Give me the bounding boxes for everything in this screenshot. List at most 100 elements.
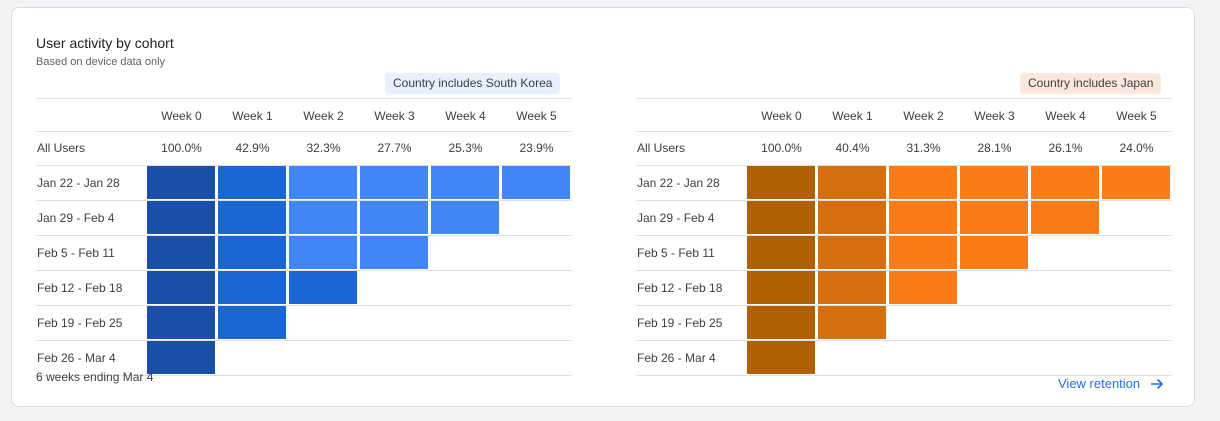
- heatmap-cell[interactable]: [147, 271, 215, 304]
- heatmap-cell[interactable]: [147, 236, 215, 269]
- heatmap-cell[interactable]: [747, 236, 815, 269]
- view-retention-label: View retention: [1058, 376, 1141, 391]
- heatmap-cell[interactable]: [289, 236, 357, 269]
- heatmap-cell[interactable]: [360, 236, 428, 269]
- all-users-percent: 26.1%: [1048, 141, 1083, 155]
- week-header: Week 5: [516, 109, 557, 123]
- heatmap-cell[interactable]: [218, 271, 286, 304]
- cohort-row-label: Feb 26 - Mar 4: [637, 351, 716, 365]
- week-header: Week 5: [1116, 109, 1157, 123]
- heatmap-cell[interactable]: [289, 166, 357, 199]
- heatmap-cell[interactable]: [147, 341, 215, 374]
- all-users-percent: 100.0%: [161, 141, 202, 155]
- table-divider: [36, 165, 572, 166]
- heatmap-cell[interactable]: [289, 201, 357, 234]
- date-range-footnote: 6 weeks ending Mar 4: [36, 370, 154, 384]
- heatmap-cell[interactable]: [1031, 201, 1099, 234]
- heatmap-cell[interactable]: [147, 306, 215, 339]
- heatmap-cell[interactable]: [747, 166, 815, 199]
- table-divider: [36, 200, 572, 201]
- week-header: Week 0: [161, 109, 202, 123]
- all-users-percent: 25.3%: [448, 141, 483, 155]
- cohort-row-label: Jan 29 - Feb 4: [37, 211, 115, 225]
- heatmap-cell[interactable]: [889, 271, 957, 304]
- heatmap-cell[interactable]: [889, 201, 957, 234]
- cohort-row-label: Feb 12 - Feb 18: [37, 281, 123, 295]
- heatmap-cell[interactable]: [818, 306, 886, 339]
- heatmap-cell[interactable]: [889, 166, 957, 199]
- heatmap-cell[interactable]: [218, 306, 286, 339]
- all-users-percent: 27.7%: [377, 141, 412, 155]
- heatmap-cell[interactable]: [502, 166, 570, 199]
- heatmap-cell[interactable]: [747, 306, 815, 339]
- heatmap-cell[interactable]: [747, 201, 815, 234]
- table-divider: [36, 375, 572, 376]
- filter-chip-japan[interactable]: Country includes Japan: [1020, 73, 1162, 94]
- all-users-percent: 32.3%: [306, 141, 341, 155]
- week-header: Week 1: [832, 109, 873, 123]
- heatmap-cell[interactable]: [147, 166, 215, 199]
- card-title: User activity by cohort: [36, 35, 174, 51]
- cohort-row-label: Feb 26 - Mar 4: [37, 351, 116, 365]
- heatmap-cell[interactable]: [818, 271, 886, 304]
- all-users-percent: 23.9%: [519, 141, 554, 155]
- all-users-percent: 24.0%: [1119, 141, 1154, 155]
- table-divider: [36, 131, 572, 132]
- table-divider: [636, 270, 1172, 271]
- table-divider: [36, 305, 572, 306]
- heatmap-cell[interactable]: [431, 166, 499, 199]
- all-users-percent: 40.4%: [835, 141, 870, 155]
- heatmap-cell[interactable]: [1031, 166, 1099, 199]
- cohort-row-label: Feb 5 - Feb 11: [37, 246, 115, 260]
- view-retention-link[interactable]: View retention: [1058, 376, 1164, 391]
- all-users-percent: 28.1%: [977, 141, 1012, 155]
- cohort-row-label: Feb 12 - Feb 18: [637, 281, 723, 295]
- week-header: Week 3: [374, 109, 415, 123]
- cohort-row-label: Feb 19 - Feb 25: [37, 316, 123, 330]
- heatmap-cell[interactable]: [747, 271, 815, 304]
- heatmap-cell[interactable]: [747, 341, 815, 374]
- heatmap-cell[interactable]: [431, 201, 499, 234]
- week-header: Week 2: [903, 109, 944, 123]
- heatmap-cell[interactable]: [960, 236, 1028, 269]
- heatmap-cell[interactable]: [960, 166, 1028, 199]
- week-header: Week 1: [232, 109, 273, 123]
- heatmap-cell[interactable]: [818, 166, 886, 199]
- table-divider: [636, 98, 1172, 99]
- table-divider: [36, 98, 572, 99]
- table-divider: [636, 165, 1172, 166]
- filter-chip-south-korea[interactable]: Country includes South Korea: [385, 73, 561, 94]
- cohort-row-label: Jan 22 - Jan 28: [637, 176, 720, 190]
- heatmap-cell[interactable]: [147, 201, 215, 234]
- cohort-row-label: Feb 5 - Feb 11: [637, 246, 715, 260]
- table-divider: [636, 131, 1172, 132]
- heatmap-cell[interactable]: [360, 201, 428, 234]
- week-header: Week 4: [1045, 109, 1086, 123]
- table-divider: [636, 340, 1172, 341]
- table-divider: [636, 305, 1172, 306]
- heatmap-cell[interactable]: [1102, 166, 1170, 199]
- all-users-percent: 100.0%: [761, 141, 802, 155]
- cohort-row-label: Jan 22 - Jan 28: [37, 176, 120, 190]
- week-header: Week 0: [761, 109, 802, 123]
- heatmap-cell[interactable]: [818, 236, 886, 269]
- table-divider: [36, 270, 572, 271]
- card-subtitle: Based on device data only: [36, 56, 166, 68]
- heatmap-cell[interactable]: [960, 201, 1028, 234]
- heatmap-cell[interactable]: [289, 271, 357, 304]
- heatmap-cell[interactable]: [360, 166, 428, 199]
- all-users-percent: 31.3%: [906, 141, 941, 155]
- heatmap-cell[interactable]: [218, 236, 286, 269]
- all-users-label: All Users: [37, 141, 86, 155]
- heatmap-cell[interactable]: [218, 201, 286, 234]
- all-users-percent: 42.9%: [235, 141, 270, 155]
- heatmap-cell[interactable]: [818, 201, 886, 234]
- table-divider: [636, 235, 1172, 236]
- all-users-label: All Users: [637, 141, 686, 155]
- table-divider: [636, 200, 1172, 201]
- week-header: Week 3: [974, 109, 1015, 123]
- week-header: Week 4: [445, 109, 486, 123]
- heatmap-cell[interactable]: [889, 236, 957, 269]
- heatmap-cell[interactable]: [218, 166, 286, 199]
- table-divider: [36, 235, 572, 236]
